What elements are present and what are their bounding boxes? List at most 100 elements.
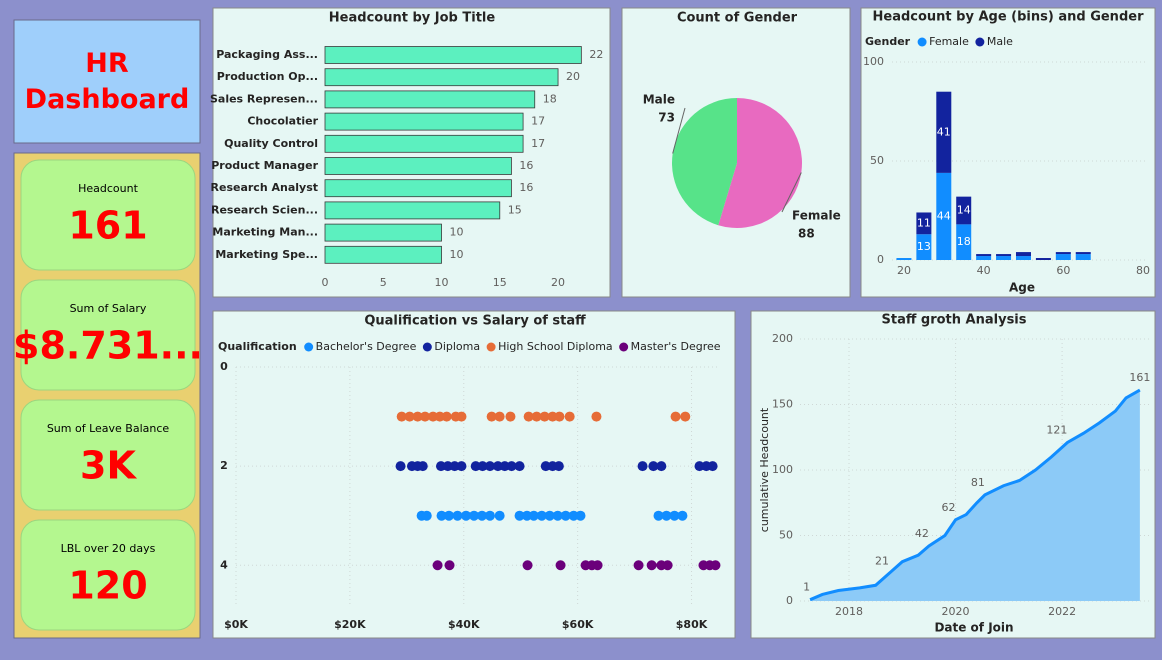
scatter-point [434,411,445,422]
scatter-point [499,461,510,472]
bar-segment [1035,258,1051,260]
data-label: 21 [875,554,889,567]
bar-segment [916,212,932,235]
data-label: 16 [519,181,533,194]
data-label: 62 [942,501,956,514]
category-label: Sales Represen... [210,92,318,105]
kpi-value: 120 [68,564,147,608]
leader-line [781,172,802,213]
data-label: 22 [589,48,603,61]
bar [324,179,512,198]
kpi-value: $8.731... [13,324,203,368]
legend-swatch [619,342,629,352]
kpi-label: Headcount [78,182,138,195]
y-tick-label: 50 [779,529,793,542]
scatter-point [476,510,487,521]
scatter-point [710,560,721,571]
kpi-label: Sum of Salary [70,302,147,315]
x-tick-label: 20 [897,264,911,277]
scatter-point [461,510,472,521]
data-label: 121 [1046,423,1067,436]
x-tick-label: $40K [448,618,480,631]
bar [324,201,501,220]
scatter-point [420,411,431,422]
scatter-point [436,510,447,521]
bar-segment [976,254,992,257]
category-label: Packaging Ass... [216,48,318,61]
kpi-card [20,159,196,271]
legend-swatch [304,342,314,352]
y-tick-label: 0 [877,253,884,266]
legend-swatch [917,37,927,47]
data-label: 20 [566,70,580,83]
scatter-point [514,461,525,472]
bar-segment [996,256,1012,260]
data-label: 81 [971,476,985,489]
scatter-point [444,560,455,571]
data-label: 13 [917,240,931,253]
scatter-point [592,560,603,571]
scatter-point [568,510,579,521]
scatter-point [523,411,534,422]
scatter-point [441,411,452,422]
y-tick-label: 4 [220,558,228,571]
x-tick-label: 80 [1136,264,1150,277]
scatter-point [547,411,558,422]
scatter-point [432,560,443,571]
y-tick-label: 0 [220,360,228,373]
y-tick-label: 2 [220,459,228,472]
x-tick-label: 2018 [835,605,863,618]
data-label: 10 [450,226,464,239]
y-tick-label: 200 [772,332,793,345]
legend-title: Qualification [218,340,297,353]
scatter-point [522,560,533,571]
category-label: Research Scien... [211,203,318,216]
chart-title: Staff groth Analysis [882,313,1027,328]
scatter-point [421,510,432,521]
scatter-point [396,411,407,422]
scatter-point [452,510,463,521]
data-label: 11 [917,216,931,229]
scatter-point [564,411,575,422]
x-tick-label: $0K [224,618,248,631]
data-label: 14 [957,204,971,217]
legend-swatch [422,342,432,352]
scatter-point [646,560,657,571]
kpi-card [20,279,196,391]
scatter-point [554,411,565,422]
legend-label: Diploma [434,340,480,353]
bar-segment [916,234,932,260]
scatter-point [540,461,551,472]
x-tick-label: $80K [676,618,708,631]
bar-segment [1015,252,1031,257]
scatter-point [544,510,555,521]
x-tick-label: 60 [1056,264,1070,277]
legend-label: Bachelor's Degree [316,340,417,353]
data-label: 10 [450,248,464,261]
title-card [13,19,201,144]
kpi-card [20,399,196,511]
scatter-point [661,510,672,521]
scatter-point [428,411,439,422]
bar-segment [896,258,912,260]
pie-label: Male [643,93,675,107]
scatter-point [470,461,481,472]
data-label: 18 [957,235,971,248]
bar-segment [1055,252,1071,255]
x-tick-label: $60K [562,618,594,631]
data-label: 17 [531,137,545,150]
chart-title: Headcount by Age (bins) and Gender [873,10,1145,25]
category-label: Chocolatier [247,115,318,128]
x-axis-title: Age [1009,281,1035,295]
bar [324,157,512,175]
kpi-value: 161 [68,204,147,248]
chart-title: Count of Gender [677,11,798,26]
y-tick-label: 50 [870,154,884,167]
pie-slice [671,98,737,226]
panel [212,310,736,639]
scatter-point [633,560,644,571]
panel [860,7,1156,298]
scatter-point [484,461,495,472]
legend-swatch [975,37,985,47]
scatter-point [492,461,503,472]
